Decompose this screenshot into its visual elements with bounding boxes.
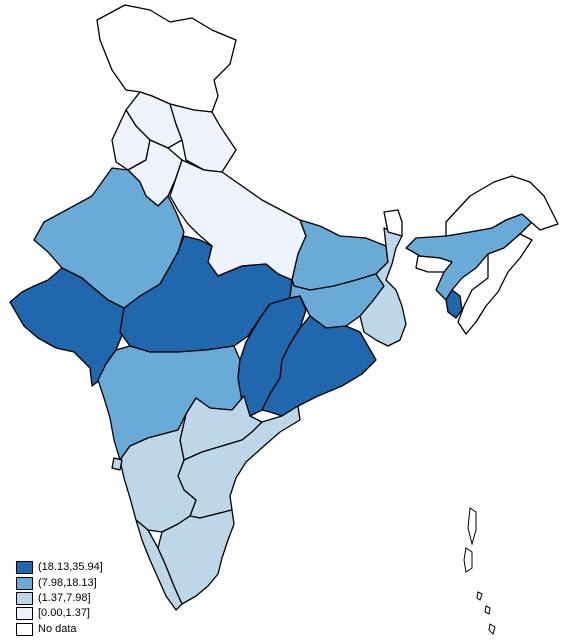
legend-label: (1.37,7.98] (38, 591, 91, 604)
legend-item: (18.13,35.94] (16, 560, 103, 575)
legend-swatch (16, 622, 33, 636)
legend-item: [0.00,1.37] (16, 606, 103, 621)
region-arunachal (445, 175, 559, 237)
legend-swatch (16, 607, 33, 621)
legend-label: [0.00,1.37] (38, 607, 90, 620)
legend: (18.13,35.94] (7.98,18.13] (1.37,7.98] [0.0… (16, 560, 103, 637)
andaman-nicobar-islands (463, 507, 496, 635)
region-meghalaya (415, 255, 453, 273)
legend-label: No data (38, 622, 77, 635)
region-gujarat (9, 267, 125, 387)
region-jammu-kashmir (96, 4, 237, 113)
legend-item: (1.37,7.98] (16, 591, 103, 606)
legend-item: (7.98,18.13] (16, 575, 103, 590)
legend-swatch (16, 591, 33, 605)
region-northeast-nodata (457, 233, 533, 335)
region-goa (111, 457, 123, 471)
legend-swatch (16, 561, 33, 575)
region-west-bengal (359, 227, 407, 347)
region-karnataka (119, 413, 197, 533)
legend-item: No data (16, 622, 103, 637)
region-odisha (261, 315, 377, 417)
region-sikkim (383, 209, 403, 237)
legend-swatch (16, 576, 33, 590)
legend-label: (18.13,35.94] (38, 561, 103, 574)
region-tripura (445, 289, 463, 319)
region-tamil-nadu (157, 509, 235, 605)
legend-label: (7.98,18.13] (38, 576, 97, 589)
region-kerala (135, 519, 183, 611)
